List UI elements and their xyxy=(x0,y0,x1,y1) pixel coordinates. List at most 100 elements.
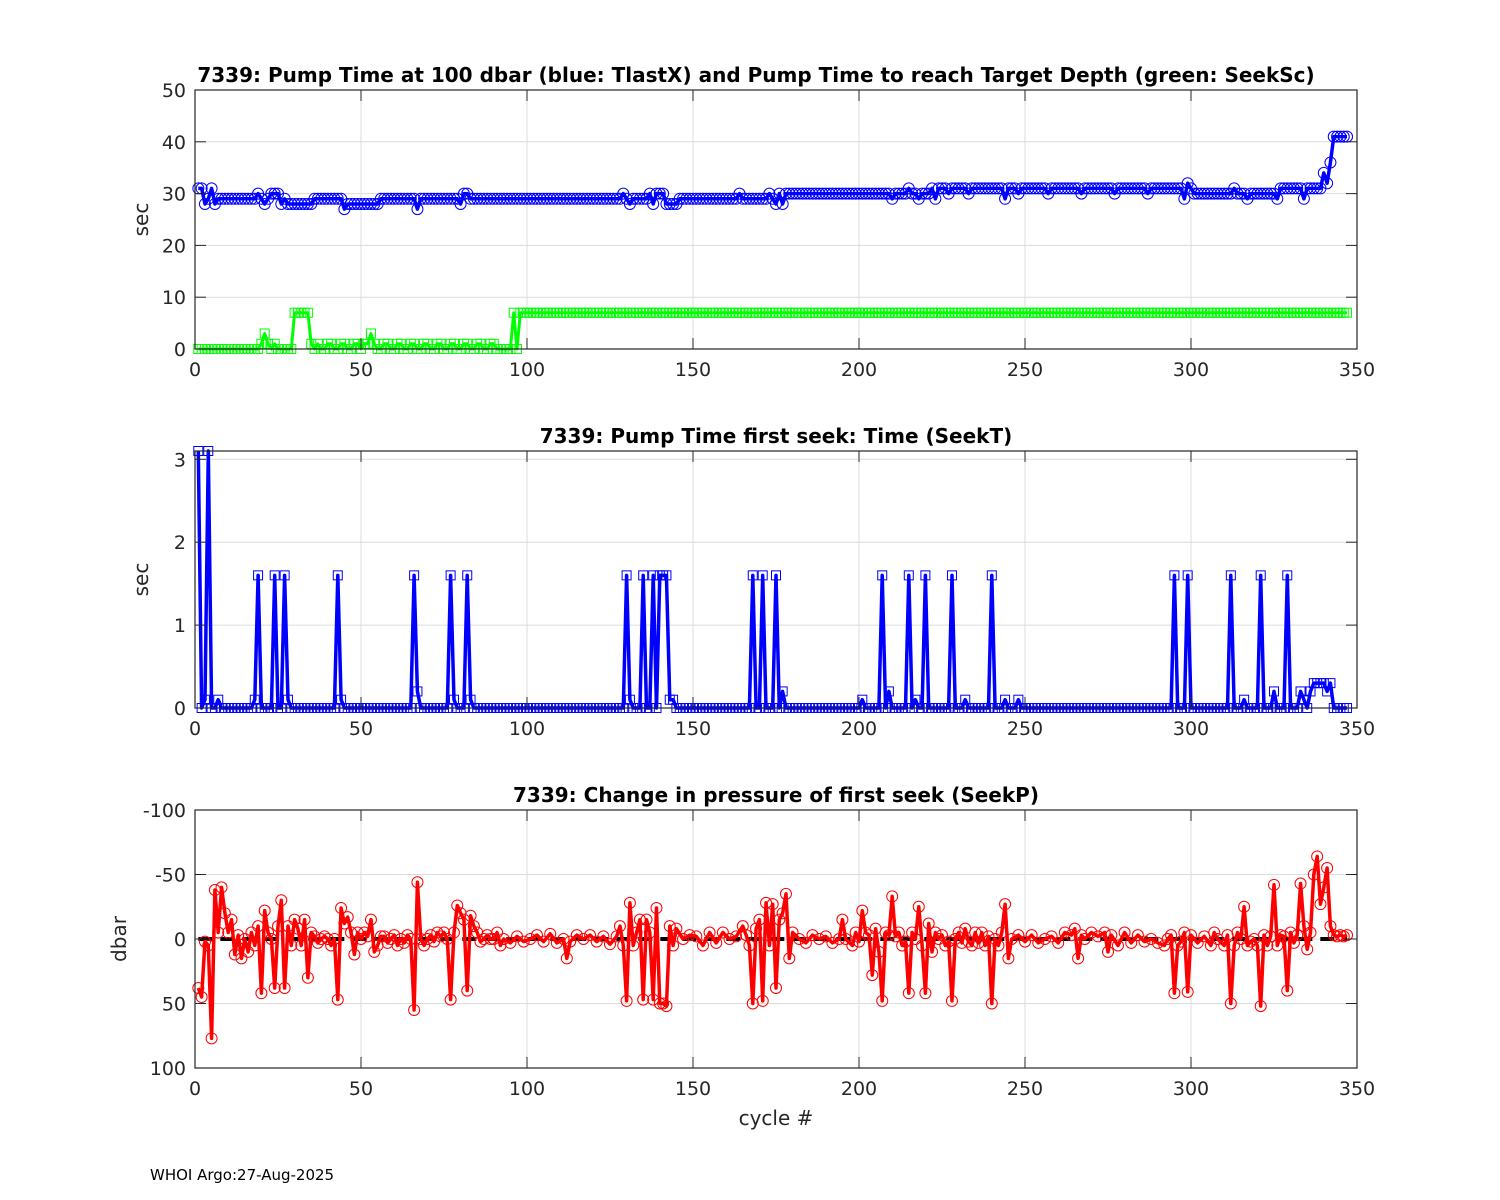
data-point xyxy=(1251,187,1264,200)
data-point xyxy=(1304,182,1317,195)
data-point xyxy=(892,187,905,200)
y-tick-label: 30 xyxy=(162,184,186,206)
data-point xyxy=(355,933,367,945)
data-point xyxy=(422,338,433,349)
data-point xyxy=(527,192,540,205)
data-point xyxy=(215,192,228,205)
data-point xyxy=(315,933,328,945)
data-point xyxy=(985,997,998,1010)
data-point xyxy=(849,187,862,200)
data-point xyxy=(1111,182,1124,195)
x-tick-label: 100 xyxy=(509,718,545,740)
data-point xyxy=(398,936,411,949)
data-point xyxy=(604,192,616,205)
data-point xyxy=(477,933,490,945)
data-point xyxy=(1241,939,1254,952)
data-point xyxy=(467,192,480,205)
data-point xyxy=(285,939,298,952)
y-tick-label: 0 xyxy=(174,339,186,361)
data-point xyxy=(557,933,570,945)
data-point xyxy=(311,192,324,205)
data-point xyxy=(849,926,862,939)
data-point xyxy=(779,887,792,900)
data-point xyxy=(301,971,314,984)
data-point xyxy=(889,930,902,943)
data-point xyxy=(362,338,373,349)
data-point xyxy=(255,987,268,1000)
data-point xyxy=(238,192,251,205)
data-point xyxy=(1261,939,1274,952)
data-point xyxy=(929,926,942,939)
data-point xyxy=(607,192,620,205)
x-tick-label: 250 xyxy=(1007,1078,1043,1100)
data-point xyxy=(537,935,550,948)
data-point xyxy=(617,939,630,952)
data-point xyxy=(1098,926,1111,939)
data-point xyxy=(321,933,334,945)
data-point xyxy=(461,984,474,997)
data-point xyxy=(514,192,527,205)
data-point xyxy=(288,913,301,926)
data-point xyxy=(643,926,656,939)
data-point xyxy=(1171,182,1184,195)
data-point xyxy=(1178,192,1191,205)
data-point xyxy=(521,192,533,205)
data-point xyxy=(1085,926,1098,939)
data-point xyxy=(796,187,809,200)
y-tick-label: -50 xyxy=(155,865,186,887)
data-point xyxy=(507,192,520,205)
data-point xyxy=(687,192,699,205)
data-point xyxy=(1128,182,1141,195)
data-point xyxy=(1198,187,1211,200)
data-point xyxy=(736,192,749,205)
data-point xyxy=(341,911,354,924)
data-point xyxy=(1168,987,1181,1000)
data-point xyxy=(475,338,486,349)
data-point xyxy=(225,913,238,926)
data-point xyxy=(1165,929,1178,942)
y-tick-label: 0 xyxy=(174,929,186,951)
data-point xyxy=(829,187,842,200)
data-point xyxy=(640,913,653,926)
subplot-3: 0 50 100 150 200 250 300 350 -100 -50 0 50 100 7339: … xyxy=(107,783,1375,1130)
x-tick-label: 150 xyxy=(675,718,711,740)
data-point xyxy=(464,192,477,205)
data-point xyxy=(235,952,248,965)
data-point xyxy=(650,902,663,915)
data-point xyxy=(1287,936,1300,949)
data-point xyxy=(208,883,221,896)
y-axis-label: sec xyxy=(129,203,153,237)
series-line xyxy=(196,854,1348,1041)
data-point xyxy=(550,192,563,205)
data-point xyxy=(298,197,311,210)
data-point xyxy=(315,192,328,205)
x-tick-label: 50 xyxy=(349,718,373,740)
data-point xyxy=(391,192,404,205)
data-point xyxy=(604,938,616,951)
data-point xyxy=(1032,182,1045,195)
data-point xyxy=(683,192,696,205)
data-point xyxy=(1002,182,1015,195)
data-point xyxy=(218,907,231,920)
data-point xyxy=(623,896,636,909)
data-point xyxy=(892,926,905,939)
data-point xyxy=(862,929,875,942)
data-point xyxy=(1307,182,1320,195)
data-point xyxy=(1231,926,1244,939)
data-point xyxy=(992,939,1005,952)
data-point xyxy=(992,182,1005,195)
data-point xyxy=(630,926,643,939)
data-point xyxy=(1325,678,1336,689)
data-point xyxy=(1052,182,1065,195)
data-point xyxy=(401,929,414,942)
data-point xyxy=(862,187,875,200)
x-tick-label: 100 xyxy=(509,359,545,381)
data-point xyxy=(1291,182,1304,195)
data-point xyxy=(783,187,796,200)
data-point xyxy=(1281,182,1294,195)
chart-title: 7339: Pump Time at 100 dbar (blue: Tlast… xyxy=(197,63,1314,87)
data-point xyxy=(418,192,431,205)
data-point xyxy=(1244,187,1257,200)
data-point xyxy=(248,939,261,952)
data-point xyxy=(663,920,676,933)
